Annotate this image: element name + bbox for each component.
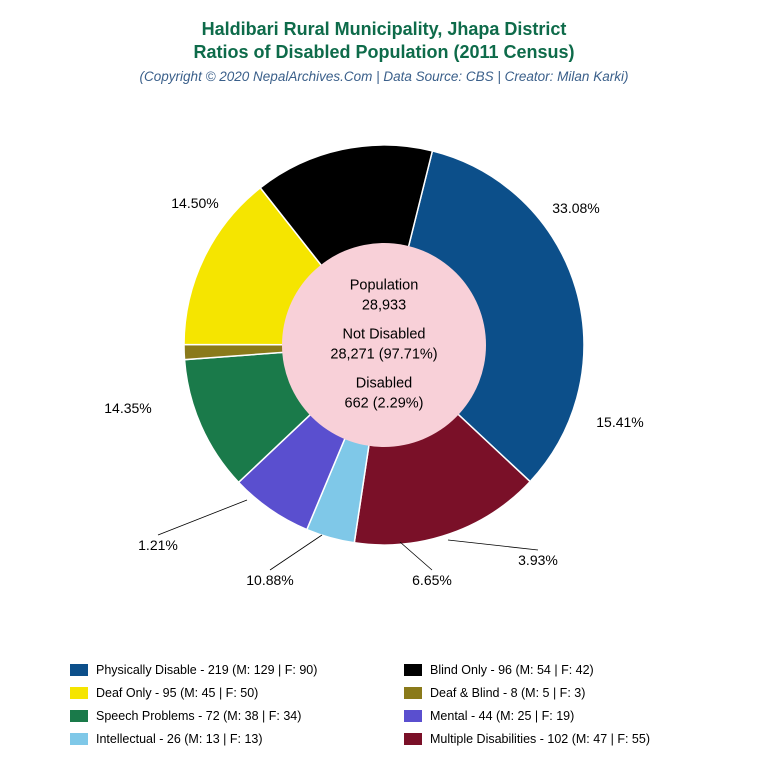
legend-label-speech: Speech Problems - 72 (M: 38 | F: 34) xyxy=(96,709,301,723)
legend-label-mental: Mental - 44 (M: 25 | F: 19) xyxy=(430,709,574,723)
legend-item-deafblind: Deaf & Blind - 8 (M: 5 | F: 3) xyxy=(404,686,710,700)
legend-swatch-multiple xyxy=(404,733,422,745)
legend-item-physically: Physically Disable - 219 (M: 129 | F: 90… xyxy=(70,663,376,677)
legend-swatch-blind xyxy=(404,664,422,676)
legend-item-speech: Speech Problems - 72 (M: 38 | F: 34) xyxy=(70,709,376,723)
legend-label-multiple: Multiple Disabilities - 102 (M: 47 | F: … xyxy=(430,732,650,746)
legend-swatch-intellectual xyxy=(70,733,88,745)
legend-label-blind: Blind Only - 96 (M: 54 | F: 42) xyxy=(430,663,594,677)
leader-intellectual xyxy=(448,540,538,550)
legend-swatch-mental xyxy=(404,710,422,722)
legend-swatch-speech xyxy=(70,710,88,722)
legend-label-physically: Physically Disable - 219 (M: 129 | F: 90… xyxy=(96,663,317,677)
legend-item-mental: Mental - 44 (M: 25 | F: 19) xyxy=(404,709,710,723)
legend-swatch-physically xyxy=(70,664,88,676)
legend-label-intellectual: Intellectual - 26 (M: 13 | F: 13) xyxy=(96,732,263,746)
title-line-1: Haldibari Rural Municipality, Jhapa Dist… xyxy=(0,18,768,41)
pct-label-deaf: 14.35% xyxy=(104,400,151,416)
legend-label-deaf: Deaf Only - 95 (M: 45 | F: 50) xyxy=(96,686,258,700)
pct-label-physically: 33.08% xyxy=(552,200,599,216)
disabled-label: Disabled xyxy=(330,375,437,395)
population-label: Population xyxy=(330,276,437,296)
title-line-2: Ratios of Disabled Population (2011 Cens… xyxy=(0,41,768,64)
legend-item-deaf: Deaf Only - 95 (M: 45 | F: 50) xyxy=(70,686,376,700)
legend-swatch-deafblind xyxy=(404,687,422,699)
legend-label-deafblind: Deaf & Blind - 8 (M: 5 | F: 3) xyxy=(430,686,585,700)
not-disabled-label: Not Disabled xyxy=(330,325,437,345)
pct-label-blind: 14.50% xyxy=(171,195,218,211)
legend-item-multiple: Multiple Disabilities - 102 (M: 47 | F: … xyxy=(404,732,710,746)
legend-swatch-deaf xyxy=(70,687,88,699)
legend-item-intellectual: Intellectual - 26 (M: 13 | F: 13) xyxy=(70,732,376,746)
disabled-value: 662 (2.29%) xyxy=(330,394,437,414)
legend-item-blind: Blind Only - 96 (M: 54 | F: 42) xyxy=(404,663,710,677)
pct-label-multiple: 15.41% xyxy=(596,414,643,430)
legend: Physically Disable - 219 (M: 129 | F: 90… xyxy=(70,663,710,746)
pct-label-speech: 10.88% xyxy=(246,572,293,588)
leader-mental xyxy=(400,542,432,570)
pct-label-intellectual: 3.93% xyxy=(518,552,558,568)
pct-label-deafblind: 1.21% xyxy=(138,537,178,553)
leader-deafblind xyxy=(158,500,247,535)
title-block: Haldibari Rural Municipality, Jhapa Dist… xyxy=(0,0,768,84)
population-value: 28,933 xyxy=(330,296,437,316)
leader-speech xyxy=(270,535,322,570)
subtitle: (Copyright © 2020 NepalArchives.Com | Da… xyxy=(0,69,768,84)
not-disabled-value: 28,271 (97.71%) xyxy=(330,345,437,365)
center-summary: Population 28,933 Not Disabled 28,271 (9… xyxy=(330,276,437,413)
pct-label-mental: 6.65% xyxy=(412,572,452,588)
pie-chart: 33.08% 15.41% 3.93% 6.65% 10.88% 1.21% 14.35% 1… xyxy=(0,90,768,600)
